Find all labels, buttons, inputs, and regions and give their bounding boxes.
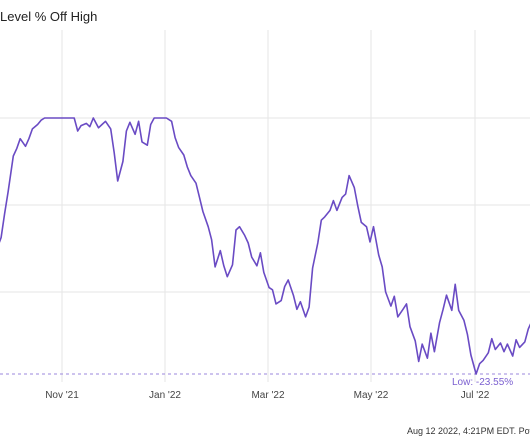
x-tick-label: Jul '22 [461,390,490,401]
series-line [0,117,530,375]
low-annotation: Low: -23.55% [0,373,530,388]
footer-credit: Aug 12 2022, 4:21PM EDT. Powere [407,426,530,436]
x-tick-label: Nov '21 [45,390,79,401]
x-tick-label: May '22 [354,390,389,401]
chart-title: Level % Off High [0,9,98,24]
x-tick-label: Jan '22 [149,390,181,401]
x-tick-label: Mar '22 [251,390,284,401]
low-label: Low: -23.55% [452,377,513,388]
x-axis-ticks: Nov '21 Jan '22 Mar '22 May '22 Jul '22 [45,390,490,401]
gridlines [0,30,530,382]
